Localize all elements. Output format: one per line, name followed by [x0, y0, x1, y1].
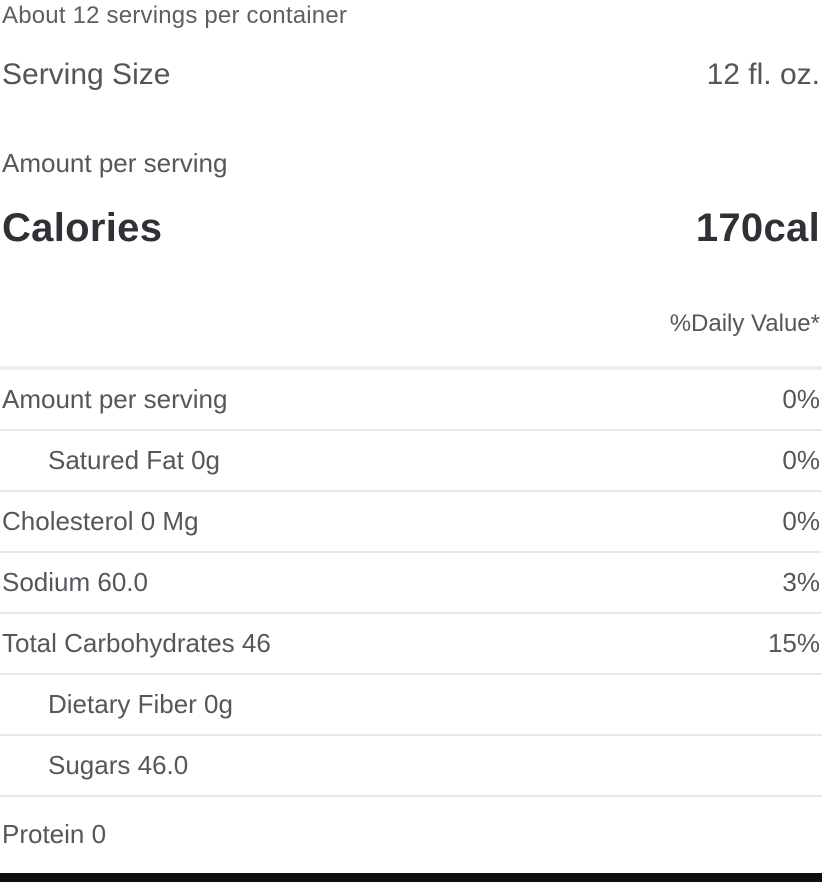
calories-label: Calories — [2, 206, 163, 250]
nutrient-label: Cholesterol 0 Mg — [2, 506, 199, 536]
serving-size-value: 12 fl. oz. — [706, 58, 820, 91]
nutrient-row: Sugars 46.0 — [0, 736, 822, 797]
nutrient-percent-value: 0% — [782, 506, 820, 536]
nutrient-row: Sodium 60.0 3% — [0, 553, 822, 614]
daily-value-heading: %Daily Value* — [669, 310, 820, 337]
nutrient-row: Total Carbohydrates 46 15% — [0, 614, 822, 675]
nutrient-row: Protein 0 — [0, 797, 822, 872]
amount-per-serving-heading: Amount per serving — [2, 148, 228, 178]
nutrient-percent-value: 3% — [782, 567, 820, 597]
nutrient-label: Sodium 60.0 — [2, 567, 148, 597]
nutrient-label: Total Carbohydrates 46 — [2, 628, 271, 658]
nutrient-label: Sugars 46.0 — [48, 750, 189, 780]
nutrient-label: Protein 0 — [2, 819, 107, 849]
calories-row: Calories 170cal — [2, 206, 820, 251]
bottom-rule — [0, 873, 822, 882]
nutrient-row: Dietary Fiber 0g — [0, 675, 822, 736]
nutrient-percent-value: 0% — [782, 445, 820, 475]
nutrient-table: Amount per serving 0% Satured Fat 0g 0% … — [0, 366, 822, 872]
nutrient-percent-value: 0% — [782, 384, 820, 414]
nutrient-row: Satured Fat 0g 0% — [0, 431, 822, 492]
nutrient-label: Dietary Fiber 0g — [48, 689, 233, 719]
calories-value: 170cal — [695, 206, 820, 250]
servings-per-container-text: About 12 servings per container — [2, 2, 348, 29]
serving-size-row: Serving Size 12 fl. oz. — [2, 58, 820, 92]
nutrient-row: Cholesterol 0 Mg 0% — [0, 492, 822, 553]
nutrient-label: Amount per serving — [2, 384, 228, 414]
nutrient-percent-value: 15% — [767, 628, 820, 658]
serving-size-label: Serving Size — [2, 58, 171, 91]
nutrient-label: Satured Fat 0g — [48, 445, 220, 475]
nutrient-row: Amount per serving 0% — [0, 370, 822, 431]
